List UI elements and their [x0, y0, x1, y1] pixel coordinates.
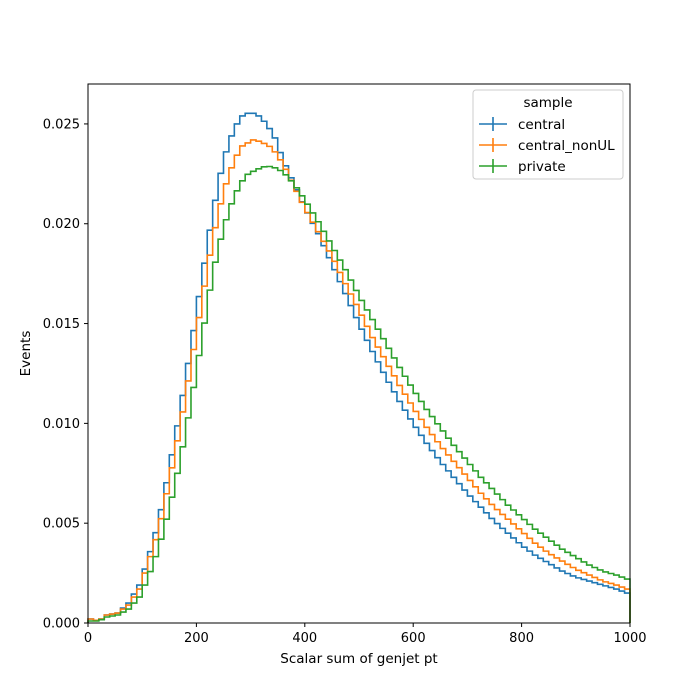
- x-axis: 0 200 400 600 800 1000: [84, 623, 647, 646]
- histogram-step-line: [87, 165, 631, 623]
- x-tick-label: 400: [292, 631, 317, 646]
- y-tick-label: 0.005: [43, 517, 80, 532]
- y-tick-label: 0.020: [43, 217, 80, 232]
- y-axis: 0.000 0.005 0.010 0.015 0.020 0.025: [43, 117, 88, 632]
- y-tick-label: 0.010: [43, 417, 80, 432]
- x-tick-label: 200: [184, 631, 209, 646]
- histogram-step-line: [87, 112, 631, 623]
- y-axis-label: Events: [18, 331, 34, 377]
- series-layer: [87, 112, 631, 623]
- legend-entry-central: central: [479, 117, 565, 133]
- series-central: [87, 112, 631, 623]
- series-central_nonUL: [87, 139, 631, 623]
- y-tick-label: 0.015: [43, 317, 80, 332]
- legend-title: sample: [523, 95, 572, 111]
- legend-label: central_nonUL: [518, 138, 615, 154]
- x-tick-label: 1000: [613, 631, 646, 646]
- x-tick-label: 800: [509, 631, 534, 646]
- series-private: [87, 165, 631, 623]
- y-tick-label: 0.025: [43, 117, 80, 132]
- x-tick-label: 0: [84, 631, 92, 646]
- legend-label: private: [518, 159, 566, 175]
- y-tick-label: 0.000: [43, 617, 80, 632]
- legend-entry-central_nonUL: central_nonUL: [479, 138, 615, 154]
- legend-box: [472, 89, 624, 180]
- x-tick-label: 600: [401, 631, 426, 646]
- legend-entry-private: private: [479, 159, 566, 175]
- x-axis-label: Scalar sum of genjet pt: [280, 651, 437, 667]
- legend-label: central: [518, 117, 565, 133]
- histogram-step-line: [87, 139, 631, 623]
- plot-frame: [87, 83, 631, 624]
